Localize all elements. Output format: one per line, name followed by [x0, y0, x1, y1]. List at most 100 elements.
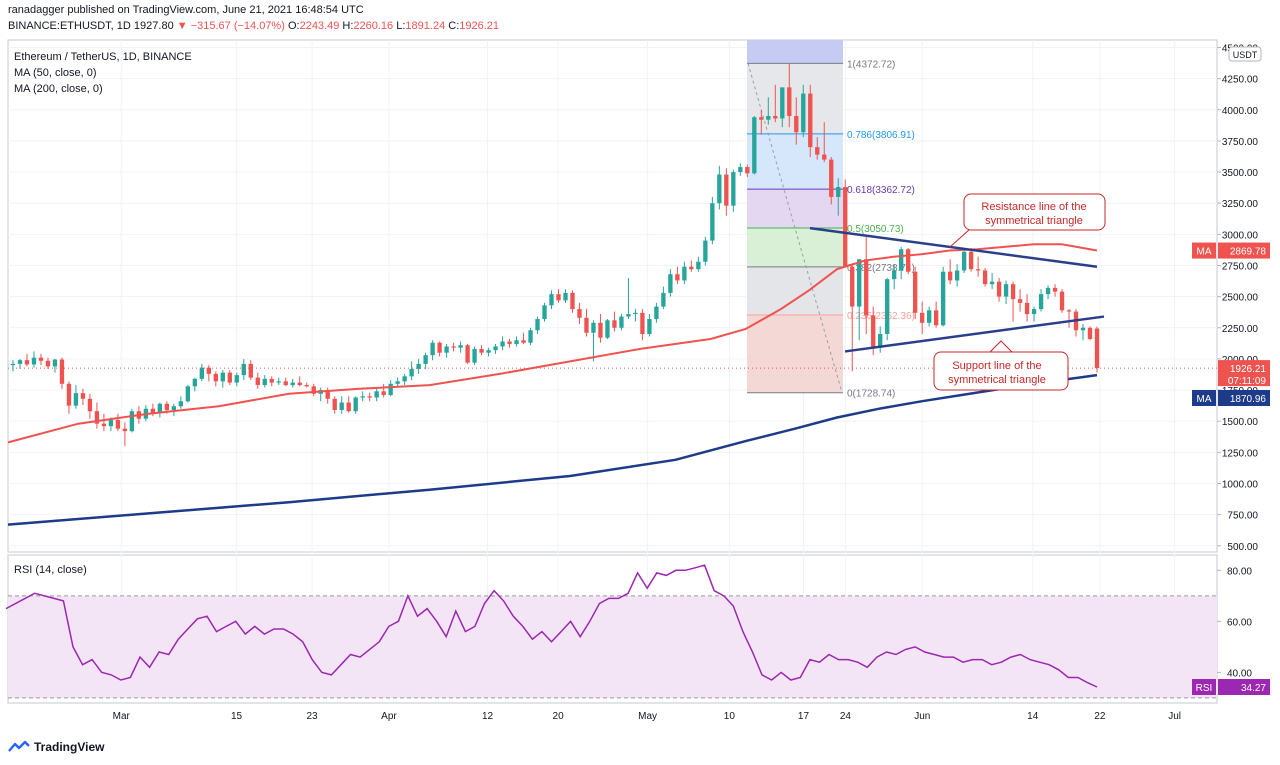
time-tick-label: Jul: [1168, 711, 1181, 722]
candle-body: [919, 312, 925, 323]
candle-body: [1059, 291, 1065, 311]
fib-level-label: 0(1728.74): [847, 389, 895, 400]
candle-body: [353, 397, 358, 412]
open-value: 2243.49: [299, 20, 340, 32]
candle-body: [66, 383, 72, 406]
candle-body: [850, 266, 855, 307]
candle-body: [521, 340, 526, 343]
resistance-trendline: [809, 226, 1098, 268]
candle-body: [108, 419, 114, 427]
candle-body: [1024, 302, 1030, 315]
candle-body: [178, 401, 184, 407]
candle-body: [31, 357, 37, 365]
candle-body: [129, 411, 135, 432]
time-tick-label: 10: [724, 711, 736, 722]
rsi-badge-label: RSI: [1196, 683, 1213, 694]
rsi-panel: [5, 564, 1217, 699]
close-value: 1926.21: [459, 20, 500, 32]
rsi-badge-label-bg: [1192, 679, 1216, 696]
candle-body: [975, 269, 981, 271]
ma50-line: [7, 243, 1098, 444]
candle-body: [808, 93, 813, 148]
candle-body: [961, 251, 967, 271]
candle-body: [402, 376, 407, 382]
last-price-badge-value-bg: [1218, 360, 1270, 387]
fib-level-label: 1(4372.72): [847, 59, 895, 70]
candle-body: [381, 391, 386, 396]
candle-body: [17, 360, 23, 364]
candle-body: [192, 378, 198, 387]
annotation-callouts[interactable]: Resistance line of the symmetrical triang…: [933, 193, 1106, 391]
ma50-legend: MA (50, close, 0): [14, 67, 97, 79]
candle-body: [794, 115, 799, 133]
fibonacci-retracement[interactable]: 1(4372.72) 0.786(3806.91) 0.618(3362.72) 0.…: [747, 40, 915, 400]
triangle-trendlines[interactable]: [809, 226, 1105, 353]
candle-body: [514, 340, 519, 344]
candle-body: [745, 167, 750, 174]
support-callout-box: [933, 351, 1069, 391]
candle-body: [234, 375, 239, 383]
support-callout-text-1: Support line of the: [952, 360, 1041, 372]
last-price-badge-value: 1926.21: [1230, 364, 1267, 375]
candle-body: [968, 251, 974, 270]
legend: Ethereum / TetherUS, 1D, BINANCE MA (50, …: [14, 51, 192, 576]
fib-zone: [747, 228, 843, 267]
candle-body: [248, 363, 253, 378]
candle-body: [1017, 299, 1023, 303]
candle-body: [1045, 287, 1051, 295]
candle-body: [815, 147, 820, 155]
tradingview-logo[interactable]: TradingView: [8, 740, 104, 754]
ma200-badge-label-bg: [1192, 389, 1216, 406]
candle-body: [241, 363, 246, 376]
publisher-header: ranadagger published on TradingView.com,…: [8, 4, 364, 16]
fib-zone: [747, 315, 843, 393]
price-change: ▼ −315.67 (−14.07%): [176, 20, 285, 32]
candle-body: [185, 386, 191, 402]
candle-body: [703, 240, 708, 262]
candle-body: [276, 381, 281, 383]
candle-body: [311, 386, 316, 394]
candle-body: [94, 411, 100, 424]
candle-body: [577, 309, 582, 318]
time-tick-label: May: [638, 711, 657, 722]
candle-body: [612, 320, 617, 328]
candle-body: [395, 381, 400, 384]
fib-level-label: 0.618(3362.72): [847, 185, 915, 196]
price-pane-border: [7, 39, 1218, 553]
candle-body: [164, 403, 170, 410]
candle-body: [626, 314, 631, 317]
candle-body: [871, 315, 876, 348]
high-label: H:: [342, 20, 354, 32]
time-tick-label: 24: [840, 711, 852, 722]
rsi-tick-label: 60.00: [1227, 617, 1252, 628]
candle-body: [605, 320, 610, 338]
candle-body: [115, 419, 121, 429]
candle-body: [1087, 327, 1093, 339]
candle-body: [220, 372, 225, 382]
resistance-callout-text-2: symmetrical triangle: [985, 215, 1083, 227]
candle-body: [213, 373, 218, 382]
price-tick-label: 3000.00: [1222, 230, 1259, 241]
ma200-badge-value: 1870.96: [1230, 394, 1267, 405]
candle-body: [367, 396, 372, 398]
candle-body: [654, 306, 659, 320]
high-value: 2260.16: [353, 20, 394, 32]
candle-body: [255, 377, 260, 386]
candle-body: [661, 292, 666, 307]
time-tick-label: 14: [1027, 711, 1039, 722]
ma200-line: [7, 373, 1098, 526]
candle-body: [283, 381, 288, 386]
candle-body: [45, 360, 51, 367]
candle-body: [52, 359, 58, 367]
candle-body: [1031, 309, 1037, 315]
time-tick-label: 15: [231, 711, 243, 722]
ma200-legend: MA (200, close, 0): [14, 83, 103, 95]
time-tick-label: Jun: [914, 711, 930, 722]
candle-body: [206, 367, 211, 374]
time-tick-label: 20: [553, 711, 565, 722]
candle-body: [563, 292, 568, 301]
candle-body: [989, 281, 995, 285]
candle-body: [24, 360, 30, 365]
candle-body: [59, 359, 65, 384]
